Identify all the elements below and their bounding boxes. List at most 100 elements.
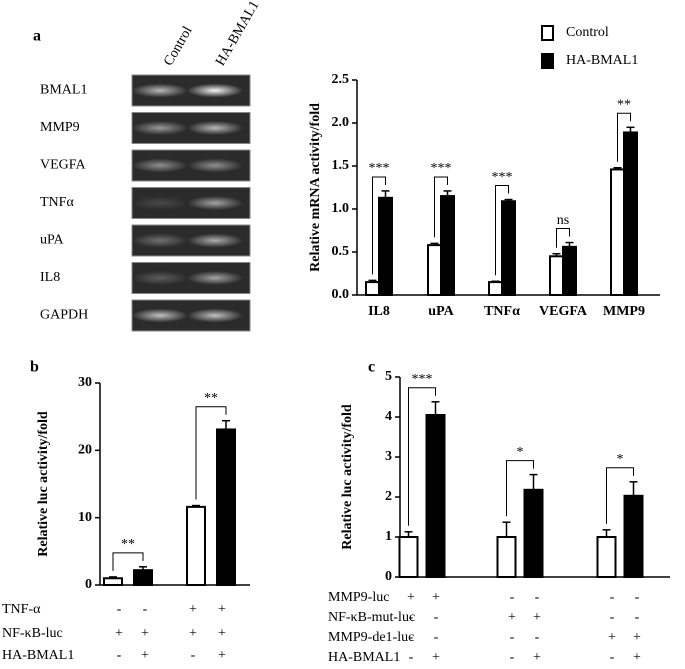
condition-sign: - bbox=[409, 650, 414, 665]
legend-swatch bbox=[541, 25, 554, 41]
bar bbox=[610, 168, 625, 296]
condition-sign: - bbox=[535, 630, 540, 645]
bar bbox=[365, 281, 380, 297]
row-label: IL8 bbox=[40, 270, 60, 285]
bar bbox=[549, 255, 564, 296]
gel-band bbox=[187, 121, 243, 135]
bar bbox=[496, 536, 517, 578]
bar bbox=[186, 505, 206, 587]
row-label: GAPDH bbox=[40, 308, 88, 323]
condition-sign: + bbox=[189, 626, 197, 641]
significance-bracket bbox=[506, 460, 534, 517]
x-tick-label: VEGFA bbox=[539, 304, 588, 319]
x-tick-label: MMP9 bbox=[603, 304, 645, 319]
condition-sign: + bbox=[218, 626, 226, 641]
x-tick-label: uPA bbox=[428, 304, 454, 319]
y-tick-label: 1.5 bbox=[332, 158, 350, 173]
gel-band bbox=[187, 233, 243, 248]
bar bbox=[523, 488, 544, 578]
significance-bracket bbox=[495, 185, 509, 276]
gel-band bbox=[187, 196, 243, 210]
condition-sign: - bbox=[143, 602, 148, 617]
gel-band bbox=[132, 196, 188, 210]
gel-band bbox=[132, 158, 188, 173]
y-tick-label: 1 bbox=[385, 529, 392, 544]
y-axis-label: Relative luc activity/fold bbox=[36, 411, 51, 557]
bar bbox=[427, 244, 442, 296]
y-tick-label: 0 bbox=[85, 577, 92, 592]
gel-band bbox=[187, 158, 243, 173]
gel-band bbox=[187, 83, 243, 98]
condition-label: NF-κB-luc bbox=[2, 626, 63, 641]
bar bbox=[488, 281, 503, 297]
condition-sign: - bbox=[510, 630, 515, 645]
condition-label: MMP9-luc bbox=[328, 590, 389, 605]
condition-sign: - bbox=[409, 630, 414, 645]
panel-letter: c bbox=[368, 359, 375, 376]
significance-bracket bbox=[408, 387, 436, 526]
gel-band bbox=[132, 121, 188, 135]
significance-bracket bbox=[112, 552, 144, 571]
y-tick-label: 0 bbox=[385, 569, 392, 584]
y-tick-label: 4 bbox=[385, 409, 392, 424]
significance-label: ** bbox=[204, 391, 218, 406]
bar bbox=[378, 196, 393, 297]
condition-sign: - bbox=[610, 650, 615, 665]
y-axis-label: Relative luc activity/fold bbox=[340, 404, 355, 550]
condition-label: MMP9-de1-luc bbox=[328, 630, 414, 645]
significance-label: ** bbox=[617, 98, 631, 113]
condition-label: NF-κB-mut-luc bbox=[328, 610, 415, 625]
row-label: TNFα bbox=[40, 195, 74, 210]
legend-swatch bbox=[541, 53, 554, 69]
significance-bracket bbox=[372, 176, 386, 275]
y-tick-label: 20 bbox=[78, 443, 92, 458]
significance-bracket bbox=[434, 176, 448, 238]
bar bbox=[425, 414, 446, 578]
bar bbox=[562, 245, 577, 296]
significance-label: * bbox=[517, 445, 524, 460]
condition-label: TNF-α bbox=[2, 602, 41, 617]
significance-label: ** bbox=[121, 537, 135, 552]
y-tick-label: 30 bbox=[78, 375, 92, 390]
condition-sign: - bbox=[510, 650, 515, 665]
significance-label: * bbox=[617, 452, 624, 467]
y-tick-label: 3 bbox=[385, 449, 392, 464]
row-label: VEGFA bbox=[40, 158, 87, 173]
bar bbox=[623, 494, 644, 578]
condition-sign: + bbox=[218, 602, 226, 617]
significance-bracket bbox=[606, 467, 634, 524]
bar bbox=[398, 536, 419, 578]
condition-sign: + bbox=[432, 590, 440, 605]
bar bbox=[103, 577, 123, 586]
condition-sign: - bbox=[635, 610, 640, 625]
bar bbox=[440, 195, 455, 297]
y-tick-label: 5 bbox=[385, 369, 392, 384]
significance-label: *** bbox=[431, 161, 452, 176]
significance-label: *** bbox=[492, 170, 513, 185]
y-tick-label: 1.0 bbox=[332, 201, 350, 216]
panel-letter: b bbox=[30, 359, 39, 376]
condition-label: HA-BMAL1 bbox=[2, 648, 74, 663]
x-tick-label: IL8 bbox=[368, 304, 390, 319]
condition-sign: + bbox=[141, 626, 149, 641]
condition-sign: + bbox=[115, 626, 123, 641]
condition-sign: + bbox=[533, 650, 541, 665]
y-tick-label: 2.0 bbox=[332, 115, 350, 130]
bar bbox=[216, 428, 236, 586]
condition-sign: + bbox=[508, 610, 516, 625]
significance-label: *** bbox=[369, 161, 390, 176]
condition-sign: + bbox=[407, 590, 415, 605]
y-tick-label: 2.5 bbox=[332, 72, 350, 87]
bar bbox=[501, 200, 516, 296]
condition-sign: + bbox=[189, 602, 197, 617]
condition-sign: - bbox=[409, 610, 414, 625]
condition-label: HA-BMAL1 bbox=[328, 650, 400, 665]
condition-sign: - bbox=[191, 648, 196, 663]
significance-label: ns bbox=[557, 213, 569, 228]
gel-band bbox=[132, 83, 188, 98]
row-label: MMP9 bbox=[40, 120, 80, 135]
y-axis-label: Relative mRNA activity/fold bbox=[308, 103, 323, 272]
condition-sign: - bbox=[610, 590, 615, 605]
condition-sign: - bbox=[610, 610, 615, 625]
